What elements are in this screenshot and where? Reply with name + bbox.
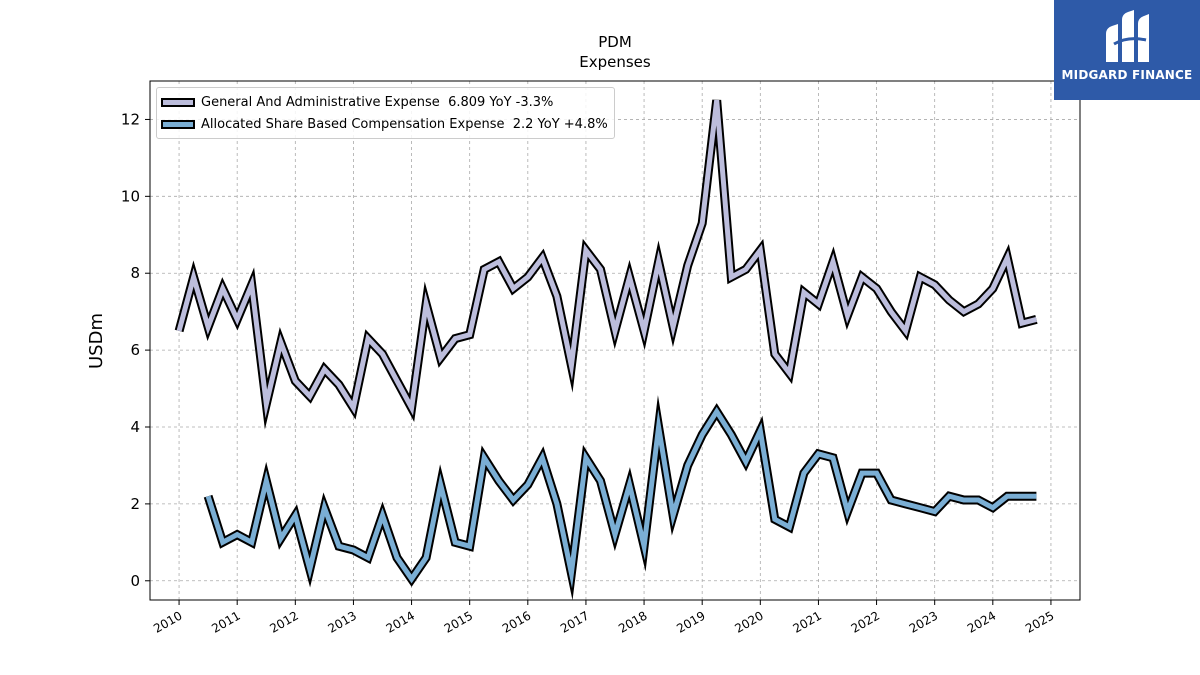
series-line-0	[176, 99, 1038, 419]
series-line-1	[205, 406, 1037, 589]
x-axis: 2010 2011 2012 2013 2014 2015 2016 2017 2018 2019…	[151, 600, 1056, 636]
y-tick-label: 0	[130, 572, 140, 590]
x-tick-label: 2014	[384, 608, 417, 635]
legend-entry: Allocated Share Based Compensation Expen…	[161, 113, 608, 135]
chart-title: PDM	[598, 33, 632, 51]
x-tick-label: 2012	[267, 608, 300, 635]
y-tick-label: 2	[130, 495, 140, 513]
legend: General And Administrative Expense 6.809…	[156, 87, 615, 139]
y-tick-label: 12	[121, 110, 140, 128]
x-tick-label: 2013	[325, 608, 358, 635]
x-tick-label: 2018	[616, 608, 649, 635]
x-tick-label: 2011	[209, 608, 242, 635]
x-tick-label: 2024	[965, 608, 998, 635]
series-outline-0	[174, 99, 1038, 430]
x-tick-label: 2022	[849, 608, 882, 635]
x-tick-label: 2019	[674, 608, 707, 635]
x-tick-label: 2010	[151, 608, 184, 635]
y-axis: 0 2 4 6 8 10 12	[121, 110, 150, 590]
series-layer	[174, 99, 1038, 601]
x-tick-label: 2015	[442, 608, 475, 635]
legend-entry: General And Administrative Expense 6.809…	[161, 91, 608, 113]
legend-swatch-ga	[161, 97, 195, 107]
x-tick-label: 2025	[1023, 608, 1056, 635]
legend-label-sbc: Allocated Share Based Compensation Expen…	[201, 116, 608, 132]
chart-subtitle: Expenses	[579, 53, 651, 71]
x-tick-label: 2020	[732, 608, 765, 635]
legend-label-ga: General And Administrative Expense 6.809…	[201, 94, 554, 110]
y-tick-label: 6	[130, 341, 140, 359]
x-tick-label: 2017	[558, 608, 591, 635]
series-outline-1	[203, 395, 1037, 601]
y-tick-label: 8	[130, 264, 140, 282]
y-tick-label: 10	[121, 187, 140, 205]
x-tick-label: 2016	[500, 608, 533, 635]
logo-mark-icon	[1106, 10, 1149, 62]
plot-frame	[149, 80, 1081, 601]
x-tick-label: 2021	[790, 608, 823, 635]
legend-swatch-sbc	[161, 119, 195, 129]
x-tick-label: 2023	[907, 608, 940, 635]
brand-logo: MIDGARD FINANCE	[1054, 0, 1200, 100]
y-axis-label: USDm	[86, 313, 107, 369]
y-tick-label: 4	[130, 418, 140, 436]
logo-text: MIDGARD FINANCE	[1061, 68, 1193, 82]
